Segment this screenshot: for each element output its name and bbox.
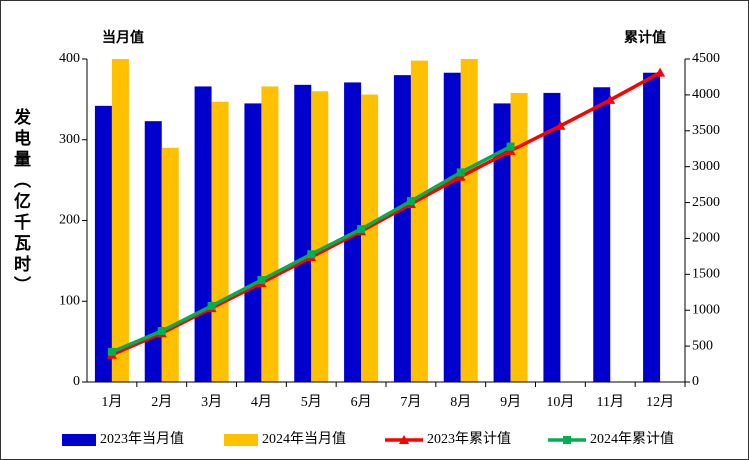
x-tick-label: 6月 xyxy=(351,394,372,410)
y2-tick-label: 4000 xyxy=(692,87,720,102)
y2-tick-label: 1000 xyxy=(692,302,720,317)
legend-label: 2023年累计值 xyxy=(427,431,511,447)
y2-axis-label: 累计值 xyxy=(624,29,666,46)
marker xyxy=(257,276,266,285)
y-tick-label: 300 xyxy=(59,132,80,147)
y2-tick-label: 4500 xyxy=(692,51,720,66)
bar xyxy=(493,103,511,382)
bar xyxy=(443,72,461,382)
x-tick-label: 10月 xyxy=(546,394,574,410)
y2-tick-label: 3500 xyxy=(692,123,720,138)
y2-tick-label: 2000 xyxy=(692,231,720,246)
y-axis-label: 当月值 xyxy=(102,29,144,46)
x-tick-label: 5月 xyxy=(301,394,322,410)
bar xyxy=(361,94,379,382)
bar xyxy=(144,121,162,383)
y2-tick-label: 0 xyxy=(692,374,699,389)
bar xyxy=(543,92,561,382)
y-tick-label: 0 xyxy=(73,374,80,389)
x-tick-label: 2月 xyxy=(151,394,172,410)
y2-tick-label: 500 xyxy=(692,338,713,353)
bar xyxy=(311,91,329,383)
marker xyxy=(307,250,316,259)
bar xyxy=(593,87,611,382)
bar xyxy=(244,103,262,382)
x-tick-label: 12月 xyxy=(646,394,674,410)
bar xyxy=(460,59,478,382)
y2-tick-label: 3000 xyxy=(692,159,720,174)
bar xyxy=(161,147,179,382)
marker xyxy=(506,142,515,151)
x-tick-label: 1月 xyxy=(101,394,122,410)
y-tick-label: 400 xyxy=(59,51,80,66)
bar xyxy=(410,60,428,383)
marker xyxy=(157,327,166,336)
legend-swatch xyxy=(62,434,96,446)
marker xyxy=(406,197,415,206)
bar xyxy=(294,84,312,382)
bar xyxy=(510,92,528,382)
legend-label: 2024年累计值 xyxy=(590,431,674,447)
marker xyxy=(357,225,366,234)
bar xyxy=(111,59,129,382)
x-tick-label: 8月 xyxy=(450,394,471,410)
marker xyxy=(655,67,666,77)
y-tick-label: 200 xyxy=(59,213,80,228)
bar xyxy=(393,75,411,383)
line xyxy=(111,71,661,357)
x-tick-label: 3月 xyxy=(201,394,222,410)
legend-marker xyxy=(563,436,571,444)
bar xyxy=(211,101,229,383)
x-tick-label: 11月 xyxy=(597,394,624,410)
marker xyxy=(207,301,216,310)
marker xyxy=(107,347,116,356)
bar xyxy=(194,86,212,382)
y-title: 发电量（亿千瓦时） xyxy=(10,108,30,297)
bar xyxy=(261,86,279,382)
legend-swatch xyxy=(224,434,258,446)
legend-label: 2023年当月值 xyxy=(100,431,184,447)
y2-tick-label: 2500 xyxy=(692,195,720,210)
legend-marker xyxy=(399,435,409,444)
marker xyxy=(555,120,566,130)
y2-tick-label: 1500 xyxy=(692,267,720,282)
marker xyxy=(456,168,465,177)
marker xyxy=(605,94,616,104)
x-tick-label: 7月 xyxy=(400,394,421,410)
legend-label: 2024年当月值 xyxy=(262,431,346,447)
bar xyxy=(94,105,112,383)
x-tick-label: 9月 xyxy=(500,394,521,410)
y-tick-label: 100 xyxy=(59,293,80,308)
bar xyxy=(643,72,661,382)
x-tick-label: 4月 xyxy=(251,394,272,410)
